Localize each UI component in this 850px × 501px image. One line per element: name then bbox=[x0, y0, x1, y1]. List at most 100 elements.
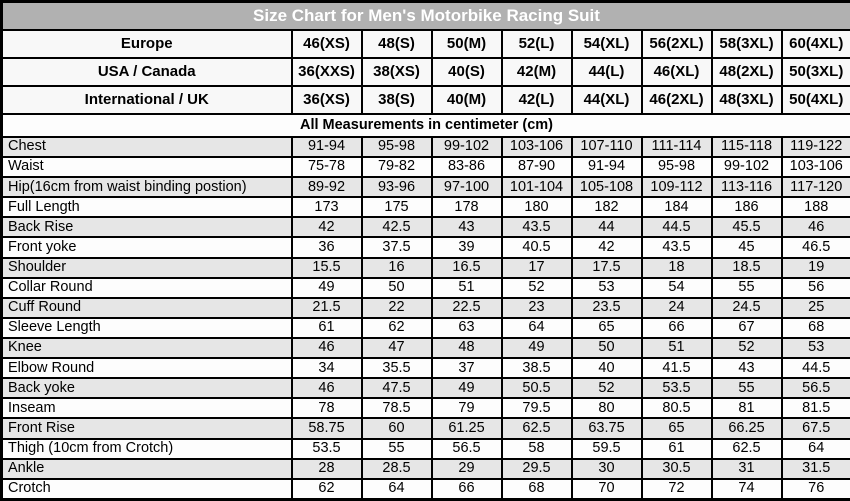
measurement-row: Shoulder 15.5 16 16.5 17 17.5 18 18.5 19 bbox=[0, 256, 850, 279]
size-row-label: Europe bbox=[0, 28, 293, 59]
measurement-row-label: Thigh (10cm from Crotch) bbox=[0, 437, 293, 460]
size-cell: 38(XS) bbox=[360, 56, 433, 87]
measurement-value-cell: 67 bbox=[710, 316, 783, 340]
measurement-row: Collar Round 49 50 51 52 53 54 55 56 bbox=[0, 276, 850, 299]
measurement-value-cell: 50 bbox=[570, 337, 643, 360]
measurement-value-cell: 97-100 bbox=[430, 176, 503, 199]
size-cell: 40(S) bbox=[430, 56, 503, 87]
measurement-value-cell: 87-90 bbox=[500, 156, 573, 179]
measurement-value-cell: 49 bbox=[430, 377, 503, 400]
measurement-value-cell: 42.5 bbox=[360, 216, 433, 239]
measurement-value-cell: 95-98 bbox=[640, 156, 713, 179]
measurement-value-cell: 78 bbox=[290, 397, 363, 420]
measurement-value-cell: 44.5 bbox=[780, 357, 850, 380]
chart-title: Size Chart for Men's Motorbike Racing Su… bbox=[0, 0, 850, 31]
measurement-value-cell: 173 bbox=[290, 196, 363, 219]
measurement-value-cell: 62.5 bbox=[500, 417, 573, 440]
measurement-row-label: Sleeve Length bbox=[0, 316, 293, 340]
measurement-value-cell: 47 bbox=[360, 337, 433, 360]
measurement-value-cell: 105-108 bbox=[570, 176, 643, 199]
measurement-value-cell: 115-118 bbox=[710, 135, 783, 159]
size-cell: 42(M) bbox=[500, 56, 573, 87]
measurement-value-cell: 43.5 bbox=[640, 236, 713, 259]
measurement-value-cell: 91-94 bbox=[290, 135, 363, 159]
size-cell: 58(3XL) bbox=[710, 28, 783, 59]
measurement-value-cell: 21.5 bbox=[290, 296, 363, 319]
measurement-value-cell: 89-92 bbox=[290, 176, 363, 199]
measurement-value-cell: 56.5 bbox=[430, 437, 503, 460]
measurement-value-cell: 17.5 bbox=[570, 256, 643, 279]
measurement-row: Back yoke 46 47.5 49 50.5 52 53.5 55 56.… bbox=[0, 377, 850, 400]
measurement-value-cell: 56 bbox=[780, 276, 850, 299]
measurement-value-cell: 49 bbox=[290, 276, 363, 299]
measurement-row: Cuff Round 21.5 22 22.5 23 23.5 24 24.5 … bbox=[0, 296, 850, 319]
measurement-value-cell: 28 bbox=[290, 457, 363, 480]
size-cell: 54(XL) bbox=[570, 28, 643, 59]
measurement-value-cell: 49 bbox=[500, 337, 573, 360]
measurement-row: Front Rise 58.75 60 61.25 62.5 63.75 65 … bbox=[0, 417, 850, 440]
title-row: Size Chart for Men's Motorbike Racing Su… bbox=[0, 0, 850, 31]
measurement-value-cell: 52 bbox=[570, 377, 643, 400]
units-note: All Measurements in centimeter (cm) bbox=[0, 112, 850, 138]
measurement-row-label: Shoulder bbox=[0, 256, 293, 279]
measurement-value-cell: 175 bbox=[360, 196, 433, 219]
measurement-value-cell: 23.5 bbox=[570, 296, 643, 319]
measurement-value-cell: 42 bbox=[290, 216, 363, 239]
measurement-value-cell: 74 bbox=[710, 477, 783, 501]
measurement-value-cell: 22 bbox=[360, 296, 433, 319]
size-cell: 56(2XL) bbox=[640, 28, 713, 59]
measurement-value-cell: 72 bbox=[640, 477, 713, 501]
measurement-value-cell: 178 bbox=[430, 196, 503, 219]
measurement-value-cell: 45 bbox=[710, 236, 783, 259]
measurement-row-label: Hip(16cm from waist binding postion) bbox=[0, 176, 293, 199]
measurement-value-cell: 93-96 bbox=[360, 176, 433, 199]
measurement-value-cell: 53 bbox=[570, 276, 643, 299]
measurement-value-cell: 111-114 bbox=[640, 135, 713, 159]
measurement-value-cell: 43 bbox=[710, 357, 783, 380]
measurement-value-cell: 17 bbox=[500, 256, 573, 279]
measurement-row-label: Front yoke bbox=[0, 236, 293, 259]
size-cell: 46(2XL) bbox=[640, 84, 713, 115]
measurement-row: Crotch 62 64 66 68 70 72 74 76 bbox=[0, 477, 850, 501]
size-cell: 46(XS) bbox=[290, 28, 363, 59]
measurement-row: Back Rise 42 42.5 43 43.5 44 44.5 45.5 4… bbox=[0, 216, 850, 239]
measurement-value-cell: 68 bbox=[500, 477, 573, 501]
measurement-value-cell: 66 bbox=[430, 477, 503, 501]
measurement-row: Front yoke 36 37.5 39 40.5 42 43.5 45 46… bbox=[0, 236, 850, 259]
size-cell: 40(M) bbox=[430, 84, 503, 115]
size-cell: 50(4XL) bbox=[780, 84, 850, 115]
measurement-value-cell: 101-104 bbox=[500, 176, 573, 199]
measurement-value-cell: 29.5 bbox=[500, 457, 573, 480]
measurement-row-label: Knee bbox=[0, 337, 293, 360]
measurement-value-cell: 61.25 bbox=[430, 417, 503, 440]
measurement-value-cell: 95-98 bbox=[360, 135, 433, 159]
measurement-value-cell: 68 bbox=[780, 316, 850, 340]
measurement-value-cell: 64 bbox=[500, 316, 573, 340]
measurement-value-cell: 42 bbox=[570, 236, 643, 259]
measurement-value-cell: 52 bbox=[500, 276, 573, 299]
measurement-value-cell: 184 bbox=[640, 196, 713, 219]
measurement-value-cell: 53.5 bbox=[640, 377, 713, 400]
measurement-value-cell: 79.5 bbox=[500, 397, 573, 420]
measurement-value-cell: 24.5 bbox=[710, 296, 783, 319]
measurement-row-label: Back yoke bbox=[0, 377, 293, 400]
measurement-value-cell: 103-106 bbox=[780, 156, 850, 179]
measurement-value-cell: 113-116 bbox=[710, 176, 783, 199]
size-cell: 46(XL) bbox=[640, 56, 713, 87]
measurement-value-cell: 31.5 bbox=[780, 457, 850, 480]
measurement-value-cell: 16 bbox=[360, 256, 433, 279]
measurement-value-cell: 59.5 bbox=[570, 437, 643, 460]
measurement-value-cell: 78.5 bbox=[360, 397, 433, 420]
measurement-value-cell: 182 bbox=[570, 196, 643, 219]
measurement-value-cell: 76 bbox=[780, 477, 850, 501]
measurement-value-cell: 65 bbox=[570, 316, 643, 340]
measurement-value-cell: 62.5 bbox=[710, 437, 783, 460]
measurement-value-cell: 188 bbox=[780, 196, 850, 219]
measurement-value-cell: 63 bbox=[430, 316, 503, 340]
measurement-value-cell: 99-102 bbox=[710, 156, 783, 179]
measurement-value-cell: 29 bbox=[430, 457, 503, 480]
measurement-value-cell: 46.5 bbox=[780, 236, 850, 259]
measurement-value-cell: 37 bbox=[430, 357, 503, 380]
measurement-value-cell: 28.5 bbox=[360, 457, 433, 480]
size-cell: 36(XXS) bbox=[290, 56, 363, 87]
